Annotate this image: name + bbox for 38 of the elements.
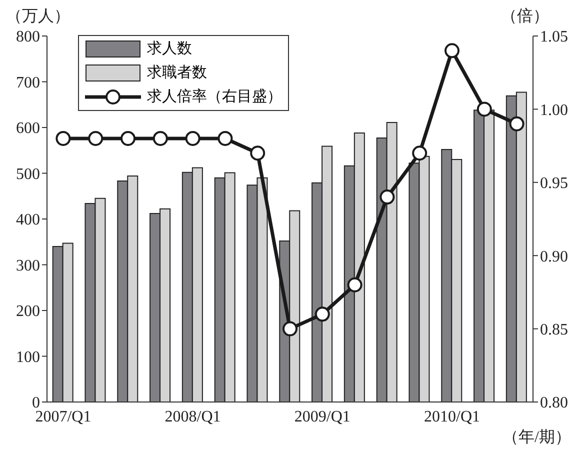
y2-tick-label: 1.05 <box>540 28 568 46</box>
point <box>444 43 460 58</box>
point <box>88 130 104 146</box>
point <box>476 102 492 117</box>
x-tick-label: 2010/Q1 <box>424 408 480 426</box>
y-tick-label: 200 <box>16 303 40 320</box>
y-tick-label: 700 <box>16 74 40 92</box>
point <box>412 146 428 161</box>
y2-tick-label: 0.80 <box>540 394 568 412</box>
legend-label: 求人数 <box>147 40 192 59</box>
y2-tick-label: 0.95 <box>540 175 568 192</box>
y-tick-label: 400 <box>16 212 40 229</box>
legend-label: 求職者数 <box>147 64 207 83</box>
point <box>152 130 168 146</box>
y-tick-label: 500 <box>16 166 40 183</box>
y-axis-title: （万人） <box>6 7 70 27</box>
point <box>509 116 524 132</box>
point <box>282 321 298 336</box>
point <box>185 130 200 146</box>
point <box>380 190 395 205</box>
point <box>347 277 362 292</box>
x-tick-label: 2008/Q1 <box>164 408 221 426</box>
y2-tick-label: 0.90 <box>540 248 568 266</box>
y2-axis-title: （倍） <box>501 6 549 27</box>
point <box>314 306 330 322</box>
y-tick-label: 800 <box>16 28 40 46</box>
y-tick-label: 300 <box>16 257 40 274</box>
point <box>218 130 233 146</box>
y-tick-label: 100 <box>16 348 40 366</box>
y2-tick-label: 1.00 <box>540 102 568 119</box>
point <box>120 130 136 146</box>
point <box>56 130 71 146</box>
x-tick-label: 2009/Q1 <box>294 408 350 426</box>
legend-label: 求人倍率（右目盛） <box>147 87 282 107</box>
point <box>250 146 266 161</box>
y-tick-label: 600 <box>16 120 40 138</box>
x-axis-title: （年/期） <box>502 428 571 448</box>
y2-tick-label: 0.85 <box>540 321 568 338</box>
